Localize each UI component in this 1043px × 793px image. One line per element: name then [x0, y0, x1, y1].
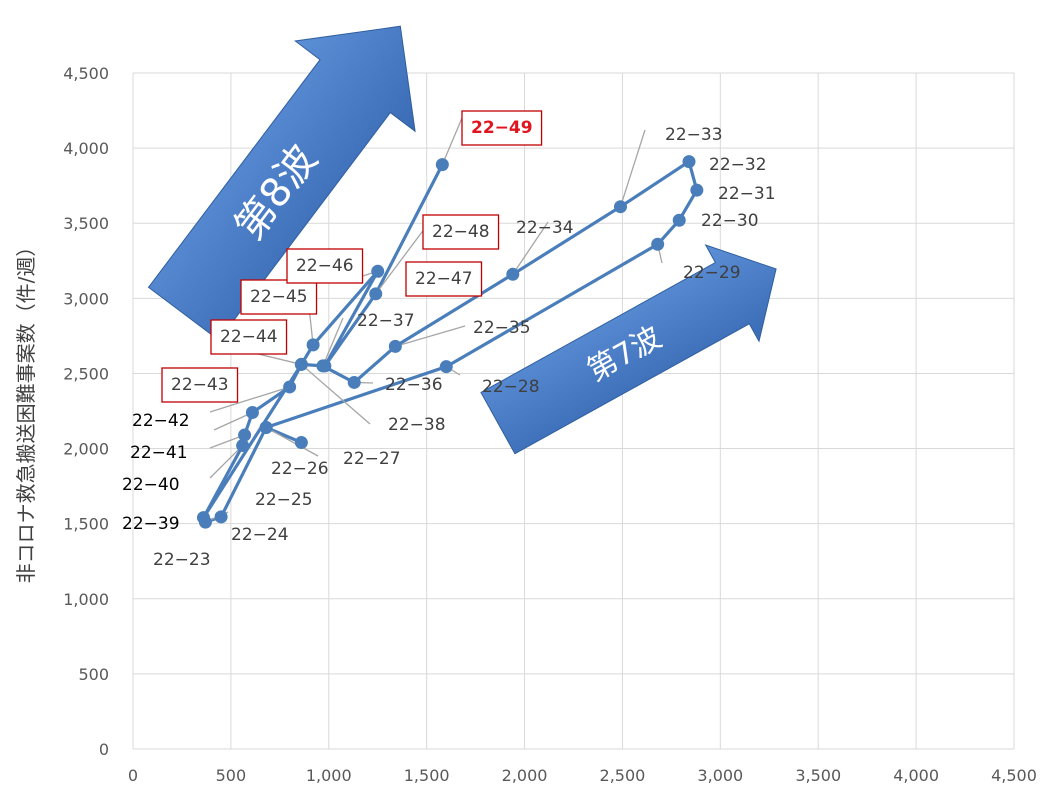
leader-line [300, 363, 371, 425]
y-tick-label: 0 [99, 740, 109, 759]
label-box [286, 248, 364, 284]
data-point [388, 339, 402, 353]
point-label: 22−33 [665, 125, 723, 145]
y-tick-label: 4,000 [63, 139, 109, 158]
data-point [613, 200, 627, 214]
point-label: 22−29 [683, 263, 741, 283]
label-box [161, 367, 239, 403]
data-point [506, 267, 520, 281]
y-axis-label: 非コロナ救急搬送困難事案数（件/週） [14, 237, 38, 584]
data-point [245, 406, 259, 420]
point-label: 22−37 [357, 311, 415, 331]
y-tick-label: 4,500 [63, 64, 109, 83]
point-label: 22−47 [415, 269, 473, 289]
data-point [690, 183, 704, 197]
y-tick-label: 3,500 [63, 214, 109, 233]
point-label: 22−38 [388, 415, 446, 435]
x-tick-label: 3,000 [697, 766, 743, 785]
data-point [196, 511, 210, 525]
leader-line [395, 325, 466, 348]
point-label: 22−46 [296, 256, 354, 276]
point-label: 22−36 [385, 375, 443, 395]
point-label: 22−42 [132, 411, 190, 431]
leader-line [213, 411, 253, 431]
data-points [196, 155, 704, 529]
data-point [318, 359, 332, 373]
y-tick-label: 1,000 [63, 590, 109, 609]
data-point [347, 375, 361, 389]
data-point [294, 357, 308, 371]
point-label: 22−31 [718, 184, 776, 204]
axes: 0 500 1,000 1,500 2,000 2,500 3,000 3,500 4,000 4… [63, 64, 1037, 785]
y-tick-label: 500 [78, 665, 109, 684]
data-point [236, 439, 250, 453]
point-label: 22−23 [153, 550, 211, 570]
data-point [672, 213, 686, 227]
leader-line [441, 117, 463, 165]
point-label: 22−26 [271, 459, 329, 479]
point-label: 22−39 [122, 514, 180, 534]
point-label: 22−28 [482, 377, 540, 397]
data-point [259, 421, 273, 435]
label-box [405, 261, 483, 297]
point-label: 22−34 [516, 218, 574, 238]
leader-line [322, 317, 344, 367]
data-point [214, 510, 228, 524]
x-tick-label: 1,500 [404, 766, 450, 785]
x-tick-label: 3,500 [795, 766, 841, 785]
point-label: 22−43 [171, 375, 229, 395]
y-tick-label: 3,000 [63, 289, 109, 308]
data-point [682, 155, 696, 169]
point-label: 22−48 [432, 222, 490, 242]
leader-line [265, 426, 319, 457]
point-label: 22−44 [220, 327, 278, 347]
arrow-shape [480, 244, 777, 455]
wave-arrow: 第7波 [480, 244, 777, 455]
data-point [306, 338, 320, 352]
data-point [294, 436, 308, 450]
data-point [369, 287, 383, 301]
leader-line [209, 386, 290, 413]
point-label: 22−35 [473, 318, 531, 338]
x-tick-label: 4,000 [893, 766, 939, 785]
x-tick-label: 500 [216, 766, 247, 785]
point-label: 22−40 [122, 475, 180, 495]
point-label: 22−41 [130, 443, 188, 463]
point-label: 22−49 [471, 118, 533, 138]
data-point [439, 360, 453, 374]
label-box [210, 319, 288, 355]
data-point [435, 158, 449, 172]
x-tick-label: 1,000 [306, 766, 352, 785]
leader-line [209, 445, 244, 479]
x-tick-label: 2,000 [502, 766, 548, 785]
leader-line [375, 227, 426, 295]
x-tick-label: 4,500 [991, 766, 1037, 785]
x-tick-label: 2,500 [600, 766, 646, 785]
leader-lines [205, 117, 663, 523]
point-label: 22−25 [255, 490, 313, 510]
point-label: 22−30 [701, 211, 759, 231]
data-point [238, 428, 252, 442]
leader-line [512, 221, 549, 275]
point-labels: 22−23 22−24 22−25 22−26 22−27 22−28 22−29 22−30… [122, 110, 776, 570]
data-point [371, 264, 385, 278]
x-tick-label: 0 [128, 766, 138, 785]
label-box [461, 110, 543, 146]
data-point [283, 380, 297, 394]
point-label: 22−45 [250, 287, 308, 307]
label-box [422, 214, 500, 250]
label-box [240, 279, 318, 315]
point-label: 22−24 [231, 525, 289, 545]
point-label: 22−32 [709, 155, 767, 175]
y-tick-label: 1,500 [63, 515, 109, 534]
leader-line [619, 129, 646, 207]
data-point [651, 237, 665, 251]
grid [132, 72, 1015, 750]
y-tick-label: 2,000 [63, 440, 109, 459]
y-tick-label: 2,500 [63, 364, 109, 383]
point-label: 22−27 [343, 449, 401, 469]
